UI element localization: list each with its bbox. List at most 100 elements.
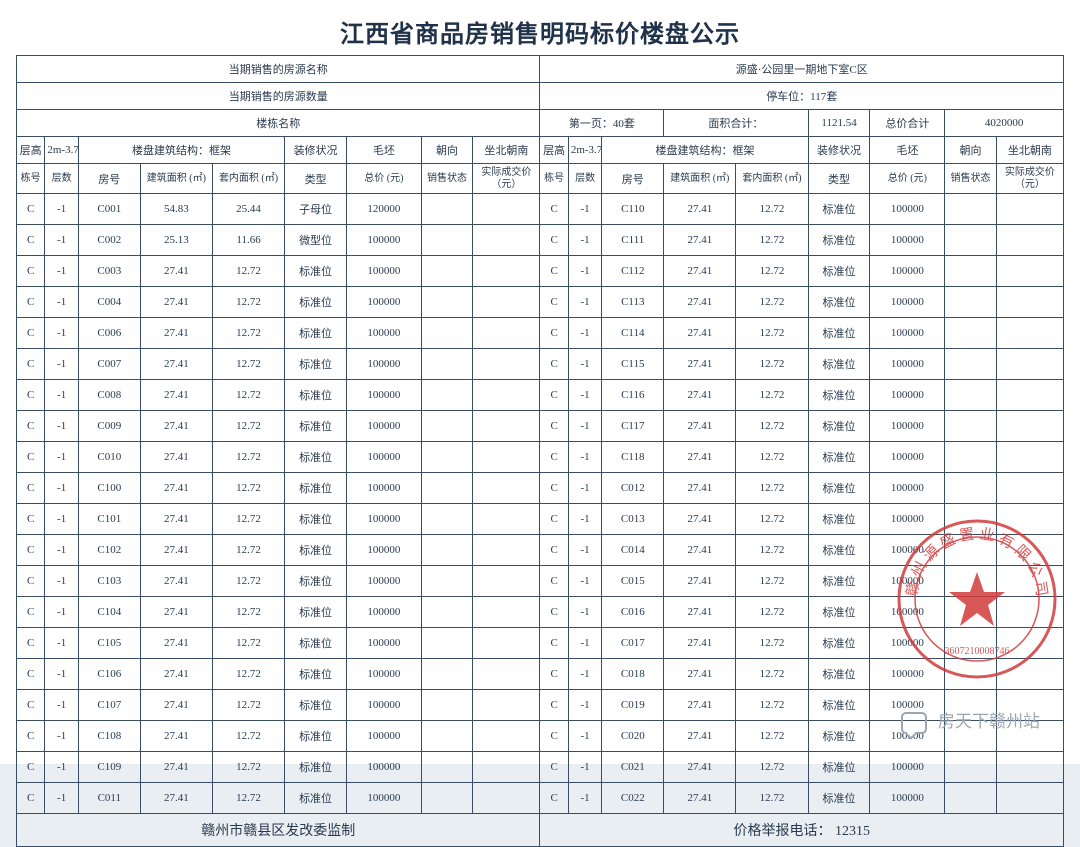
cell: 标准位 bbox=[285, 442, 347, 473]
cell bbox=[945, 783, 997, 814]
cell: C bbox=[17, 597, 45, 628]
cell: -1 bbox=[568, 256, 602, 287]
cell: 100000 bbox=[870, 628, 945, 659]
cell: C007 bbox=[78, 349, 140, 380]
cell bbox=[945, 752, 997, 783]
cell: 27.41 bbox=[140, 783, 212, 814]
cell: C113 bbox=[602, 287, 664, 318]
cell: 标准位 bbox=[285, 783, 347, 814]
cell: 100000 bbox=[870, 318, 945, 349]
cell: -1 bbox=[45, 442, 79, 473]
cell bbox=[421, 473, 473, 504]
cell: C bbox=[540, 659, 568, 690]
cell: 12.72 bbox=[736, 225, 808, 256]
cell bbox=[421, 535, 473, 566]
cell: 标准位 bbox=[808, 504, 870, 535]
cell: C010 bbox=[78, 442, 140, 473]
cell: 100000 bbox=[347, 287, 422, 318]
table-row: C-1C00827.4112.72标准位100000C-1C11627.4112… bbox=[17, 380, 1064, 411]
cell: 12.72 bbox=[736, 783, 808, 814]
cell: 27.41 bbox=[140, 504, 212, 535]
cell: C014 bbox=[602, 535, 664, 566]
cell: 12.72 bbox=[736, 349, 808, 380]
cell bbox=[473, 411, 540, 442]
cell: 标准位 bbox=[808, 442, 870, 473]
cell: 标准位 bbox=[808, 194, 870, 225]
cell bbox=[996, 752, 1063, 783]
cell: C105 bbox=[78, 628, 140, 659]
th-floor: 层数 bbox=[45, 164, 79, 194]
cell: C bbox=[17, 721, 45, 752]
cell: 100000 bbox=[870, 597, 945, 628]
cell bbox=[945, 318, 997, 349]
cell: C101 bbox=[78, 504, 140, 535]
source-qty-label: 当期销售的房源数量 bbox=[17, 83, 540, 110]
cell: -1 bbox=[568, 442, 602, 473]
price-total-label: 总价合计 bbox=[870, 110, 945, 137]
cell: 标准位 bbox=[808, 566, 870, 597]
cell: 100000 bbox=[347, 349, 422, 380]
cell: 标准位 bbox=[808, 256, 870, 287]
cell: -1 bbox=[45, 566, 79, 597]
cell: 27.41 bbox=[664, 380, 736, 411]
cell: 100000 bbox=[347, 690, 422, 721]
cell: 标准位 bbox=[808, 380, 870, 411]
cell: C bbox=[540, 504, 568, 535]
cell: C bbox=[17, 535, 45, 566]
cell bbox=[421, 194, 473, 225]
cell bbox=[473, 504, 540, 535]
table-row: C-1C01027.4112.72标准位100000C-1C11827.4112… bbox=[17, 442, 1064, 473]
cell: -1 bbox=[568, 473, 602, 504]
cell: 54.83 bbox=[140, 194, 212, 225]
cell: 100000 bbox=[347, 411, 422, 442]
cell: C109 bbox=[78, 752, 140, 783]
cell: 标准位 bbox=[808, 473, 870, 504]
cell: C021 bbox=[602, 752, 664, 783]
cell: 标准位 bbox=[285, 256, 347, 287]
cell bbox=[945, 256, 997, 287]
cell: 12.72 bbox=[736, 535, 808, 566]
cell: 11.66 bbox=[212, 225, 284, 256]
cell: 100000 bbox=[870, 566, 945, 597]
cell: C012 bbox=[602, 473, 664, 504]
cell: C bbox=[17, 287, 45, 318]
th-actual: 实际成交价（元） bbox=[473, 164, 540, 194]
cell: -1 bbox=[45, 256, 79, 287]
cell: 100000 bbox=[870, 287, 945, 318]
cell: C bbox=[540, 225, 568, 256]
cell bbox=[473, 628, 540, 659]
cell: -1 bbox=[45, 690, 79, 721]
cell: 100000 bbox=[347, 535, 422, 566]
cell: 27.41 bbox=[140, 566, 212, 597]
cell: -1 bbox=[45, 318, 79, 349]
cell bbox=[996, 380, 1063, 411]
cell: C bbox=[17, 628, 45, 659]
cell: 12.72 bbox=[212, 690, 284, 721]
cell: 100000 bbox=[347, 783, 422, 814]
table-row: C-1C10627.4112.72标准位100000C-1C01827.4112… bbox=[17, 659, 1064, 690]
cell bbox=[473, 752, 540, 783]
cell: 12.72 bbox=[736, 504, 808, 535]
th-area2-r: 套内面积 (㎡) bbox=[736, 164, 808, 194]
th-actual-r: 实际成交价（元） bbox=[996, 164, 1063, 194]
cell: 标准位 bbox=[285, 752, 347, 783]
cell: C bbox=[540, 442, 568, 473]
cell bbox=[421, 256, 473, 287]
cell bbox=[473, 690, 540, 721]
cell: C104 bbox=[78, 597, 140, 628]
cell: 12.72 bbox=[736, 473, 808, 504]
cell: 27.41 bbox=[664, 690, 736, 721]
col-rough: 毛坯 bbox=[347, 137, 422, 164]
cell: 100000 bbox=[347, 752, 422, 783]
cell: -1 bbox=[568, 752, 602, 783]
cell: C bbox=[17, 411, 45, 442]
cell: C bbox=[17, 380, 45, 411]
cell bbox=[996, 628, 1063, 659]
col-orient: 朝向 bbox=[421, 137, 473, 164]
cell bbox=[473, 256, 540, 287]
cell: -1 bbox=[45, 473, 79, 504]
cell: C115 bbox=[602, 349, 664, 380]
page-title: 江西省商品房销售明码标价楼盘公示 bbox=[16, 14, 1064, 49]
cell bbox=[473, 287, 540, 318]
cell: -1 bbox=[45, 535, 79, 566]
